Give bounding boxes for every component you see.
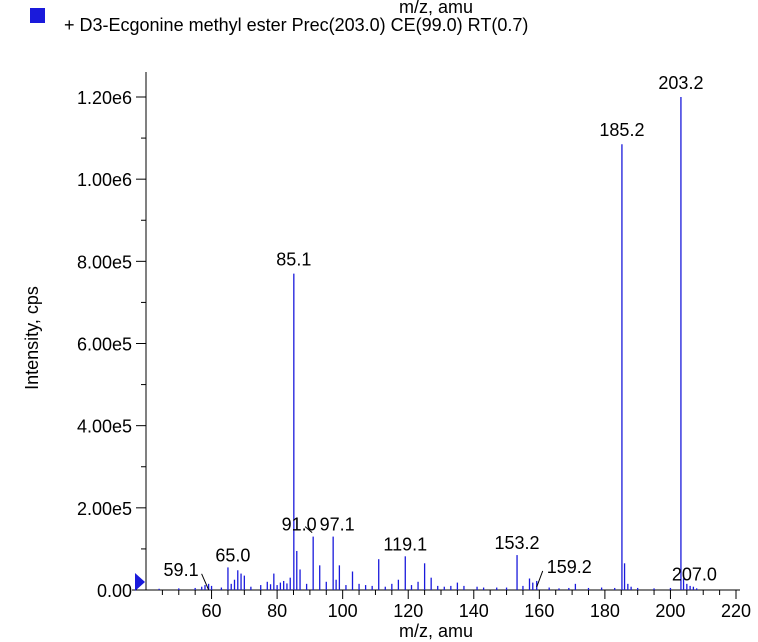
y-tick-label: 8.00e5 — [77, 252, 132, 272]
x-tick-label: 60 — [202, 601, 222, 621]
x-axis-title: m/z, amu — [399, 621, 473, 641]
y-tick-label: 4.00e5 — [77, 417, 132, 437]
x-axis-ticks: 60 80 100 120 140 160 180 200 220 — [161, 590, 751, 621]
x-tick-label: 140 — [459, 601, 489, 621]
legend-label: + D3-Ecgonine methyl ester Prec(203.0) C… — [64, 15, 528, 35]
y-tick-label: 1.00e6 — [77, 170, 132, 190]
peak-label: 159.2 — [547, 557, 592, 577]
range-start-marker — [135, 573, 145, 591]
spectrum-peaks — [158, 97, 698, 590]
peak-label: 85.1 — [276, 250, 311, 270]
x-tick-label: 160 — [524, 601, 554, 621]
peak-label-leader — [304, 526, 313, 533]
y-axis-title: Intensity, cps — [22, 286, 42, 390]
y-tick-label: 0.00 — [97, 581, 132, 601]
x-tick-label: 180 — [590, 601, 620, 621]
legend-swatch — [30, 8, 45, 23]
peak-label: 203.2 — [658, 73, 703, 93]
x-tick-label: 100 — [328, 601, 358, 621]
x-tick-label: 80 — [267, 601, 287, 621]
x-tick-label: 200 — [655, 601, 685, 621]
x-tick-label: 220 — [721, 601, 751, 621]
peak-label-leader — [536, 570, 544, 588]
peak-label: 97.1 — [320, 515, 355, 535]
cut-off-axis-label: m/z, amu — [399, 0, 473, 17]
peak-label: 59.1 — [164, 560, 199, 580]
peak-label: 207.0 — [672, 565, 717, 585]
peak-label: 153.2 — [495, 533, 540, 553]
peak-label-leader — [201, 573, 210, 591]
peak-label: 185.2 — [599, 120, 644, 140]
peak-label: 119.1 — [383, 534, 427, 554]
y-axis-ticks: 0.00 2.00e5 4.00e5 6.00e5 8.00e5 1.00e6 1.20e6 — [77, 88, 146, 601]
peak-label: 65.0 — [215, 545, 250, 565]
y-tick-label: 2.00e5 — [77, 499, 132, 519]
x-tick-label: 120 — [393, 601, 423, 621]
y-tick-label: 1.20e6 — [77, 88, 132, 108]
y-tick-label: 6.00e5 — [77, 335, 132, 355]
